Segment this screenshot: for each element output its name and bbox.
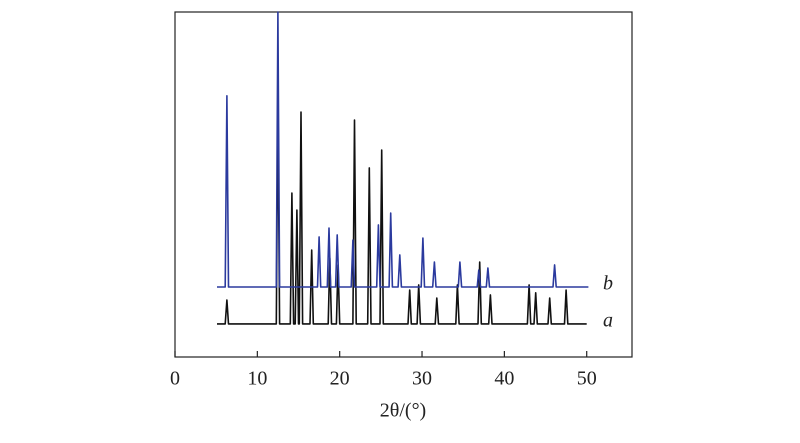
x-tick-label: 40 (494, 368, 514, 390)
plot-frame (174, 11, 633, 358)
x-tick-label: 20 (330, 368, 350, 390)
x-tick-label: 10 (247, 368, 267, 390)
series-line (217, 97, 587, 325)
series-label: b (603, 273, 613, 295)
series-label: a (603, 309, 613, 331)
x-tick-label: 50 (577, 368, 597, 390)
x-tick-label: 0 (170, 368, 180, 390)
x-tick-label: 30 (412, 368, 432, 390)
series-line (217, 11, 589, 288)
x-axis-label: 2θ/(°) (380, 400, 426, 422)
